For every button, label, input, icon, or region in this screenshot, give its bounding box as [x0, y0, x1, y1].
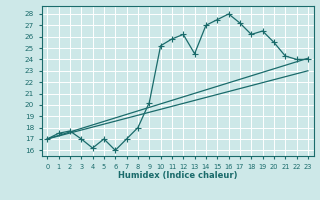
- X-axis label: Humidex (Indice chaleur): Humidex (Indice chaleur): [118, 171, 237, 180]
